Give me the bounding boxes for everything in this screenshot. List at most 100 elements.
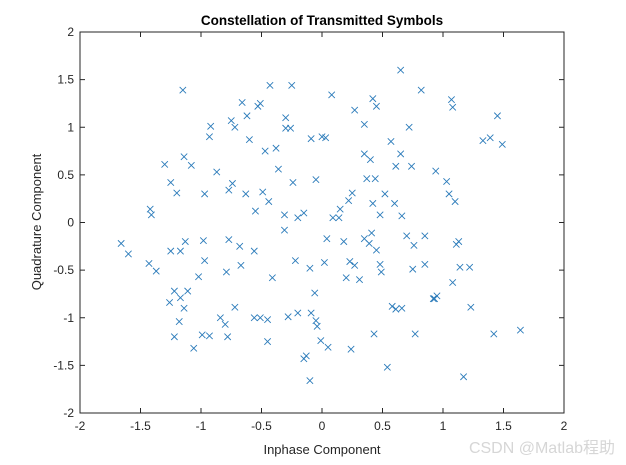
data-point-marker	[451, 198, 459, 206]
ticks-layer	[79, 31, 565, 414]
data-point-marker	[280, 226, 289, 234]
data-point-marker	[324, 343, 332, 351]
data-point-marker	[447, 96, 455, 104]
data-point-marker	[250, 314, 258, 322]
y-tick-label: 0	[67, 216, 74, 230]
data-point-marker	[231, 303, 239, 311]
y-tick-label: -1	[63, 311, 74, 325]
data-point-marker	[124, 250, 132, 258]
y-tick-label: 2	[67, 25, 74, 39]
data-point-marker	[291, 257, 299, 265]
axes-box	[79, 31, 565, 414]
data-point-marker	[398, 212, 406, 220]
data-point-marker	[179, 86, 187, 94]
data-point-marker	[410, 241, 418, 249]
data-point-marker	[288, 81, 296, 89]
x-tick-label: -1.5	[130, 419, 151, 433]
data-point-marker	[449, 103, 457, 111]
data-point-marker	[256, 314, 264, 322]
data-point-marker	[320, 258, 328, 267]
y-tick-label: 1	[67, 120, 74, 134]
data-point-marker	[289, 178, 297, 187]
data-point-marker	[117, 239, 125, 247]
y-tick-label: -1.5	[53, 358, 74, 372]
data-point-marker	[445, 190, 453, 198]
data-point-marker	[493, 112, 501, 120]
watermark-text: CSDN @Matlab程助	[469, 439, 615, 457]
data-point-marker	[199, 237, 207, 245]
data-point-marker	[479, 137, 487, 145]
data-point-marker	[516, 326, 524, 334]
data-point-marker	[243, 112, 251, 120]
x-axis-label: Inphase Component	[263, 442, 380, 457]
data-point-marker	[392, 162, 400, 170]
data-point-marker	[265, 198, 273, 206]
x-tick-label: 0.5	[374, 419, 391, 433]
data-point-marker	[411, 330, 419, 338]
data-point-marker	[391, 199, 399, 207]
data-point-marker	[467, 303, 475, 311]
data-point-marker	[205, 133, 213, 141]
data-point-marker	[307, 135, 315, 143]
data-point-marker	[238, 98, 246, 107]
data-point-marker	[355, 276, 364, 284]
data-point-marker	[486, 134, 494, 142]
data-point-marker	[268, 274, 276, 282]
data-point-marker	[369, 95, 377, 103]
x-tick-label: -2	[75, 419, 86, 433]
data-point-marker	[370, 330, 378, 338]
data-point-marker	[224, 333, 232, 341]
data-point-marker	[146, 205, 154, 213]
data-point-marker	[408, 162, 416, 170]
data-point-marker	[261, 147, 269, 155]
data-point-marker	[351, 261, 359, 269]
data-point-marker	[280, 211, 289, 219]
data-point-marker	[170, 287, 178, 295]
data-point-marker	[236, 242, 244, 250]
data-point-marker	[284, 313, 292, 321]
data-point-marker	[187, 161, 195, 169]
data-point-marker	[176, 247, 184, 255]
data-point-marker	[173, 189, 181, 197]
data-point-marker	[387, 138, 395, 146]
data-point-marker	[388, 302, 396, 310]
data-point-marker	[306, 377, 314, 385]
data-point-marker	[237, 261, 245, 269]
data-point-marker	[256, 99, 264, 107]
data-point-marker	[360, 150, 368, 158]
data-point-marker	[443, 178, 451, 186]
data-point-marker	[340, 238, 348, 246]
data-point-marker	[312, 176, 320, 184]
y-tick-label: -0.5	[53, 263, 74, 277]
data-point-marker	[421, 260, 429, 268]
data-point-marker	[216, 314, 224, 322]
data-point-marker	[313, 322, 321, 330]
data-point-marker	[201, 257, 209, 265]
data-point-marker	[456, 263, 464, 271]
tick-labels-layer: -2 -1.5 -1 -0.5 0 0.5 1 1.5 2 -2 -1.5 -1 -0.5 0 0.5 1 1.…	[53, 25, 567, 433]
data-point-marker	[294, 309, 302, 317]
data-point-marker	[403, 232, 411, 240]
data-point-marker	[221, 320, 229, 328]
data-point-marker	[397, 66, 405, 74]
data-point-marker	[195, 273, 203, 281]
data-point-marker	[432, 167, 440, 175]
chart-title: Constellation of Transmitted Symbols	[201, 13, 443, 28]
data-point-marker	[250, 247, 258, 255]
data-point-marker	[176, 294, 184, 302]
data-point-marker	[347, 345, 355, 353]
data-point-marker	[345, 197, 353, 205]
data-point-marker	[180, 153, 188, 161]
data-point-marker	[180, 304, 188, 312]
data-point-marker	[368, 229, 376, 237]
data-point-marker	[287, 124, 295, 132]
data-point-marker	[376, 211, 384, 219]
x-tick-label: 0	[319, 419, 326, 433]
data-point-marker	[449, 278, 457, 287]
data-point-marker	[225, 186, 233, 194]
x-tick-label: -1	[196, 419, 207, 433]
data-point-marker	[429, 295, 437, 303]
data-point-marker	[167, 247, 175, 255]
data-point-marker	[213, 168, 221, 176]
data-point-marker	[392, 305, 400, 313]
